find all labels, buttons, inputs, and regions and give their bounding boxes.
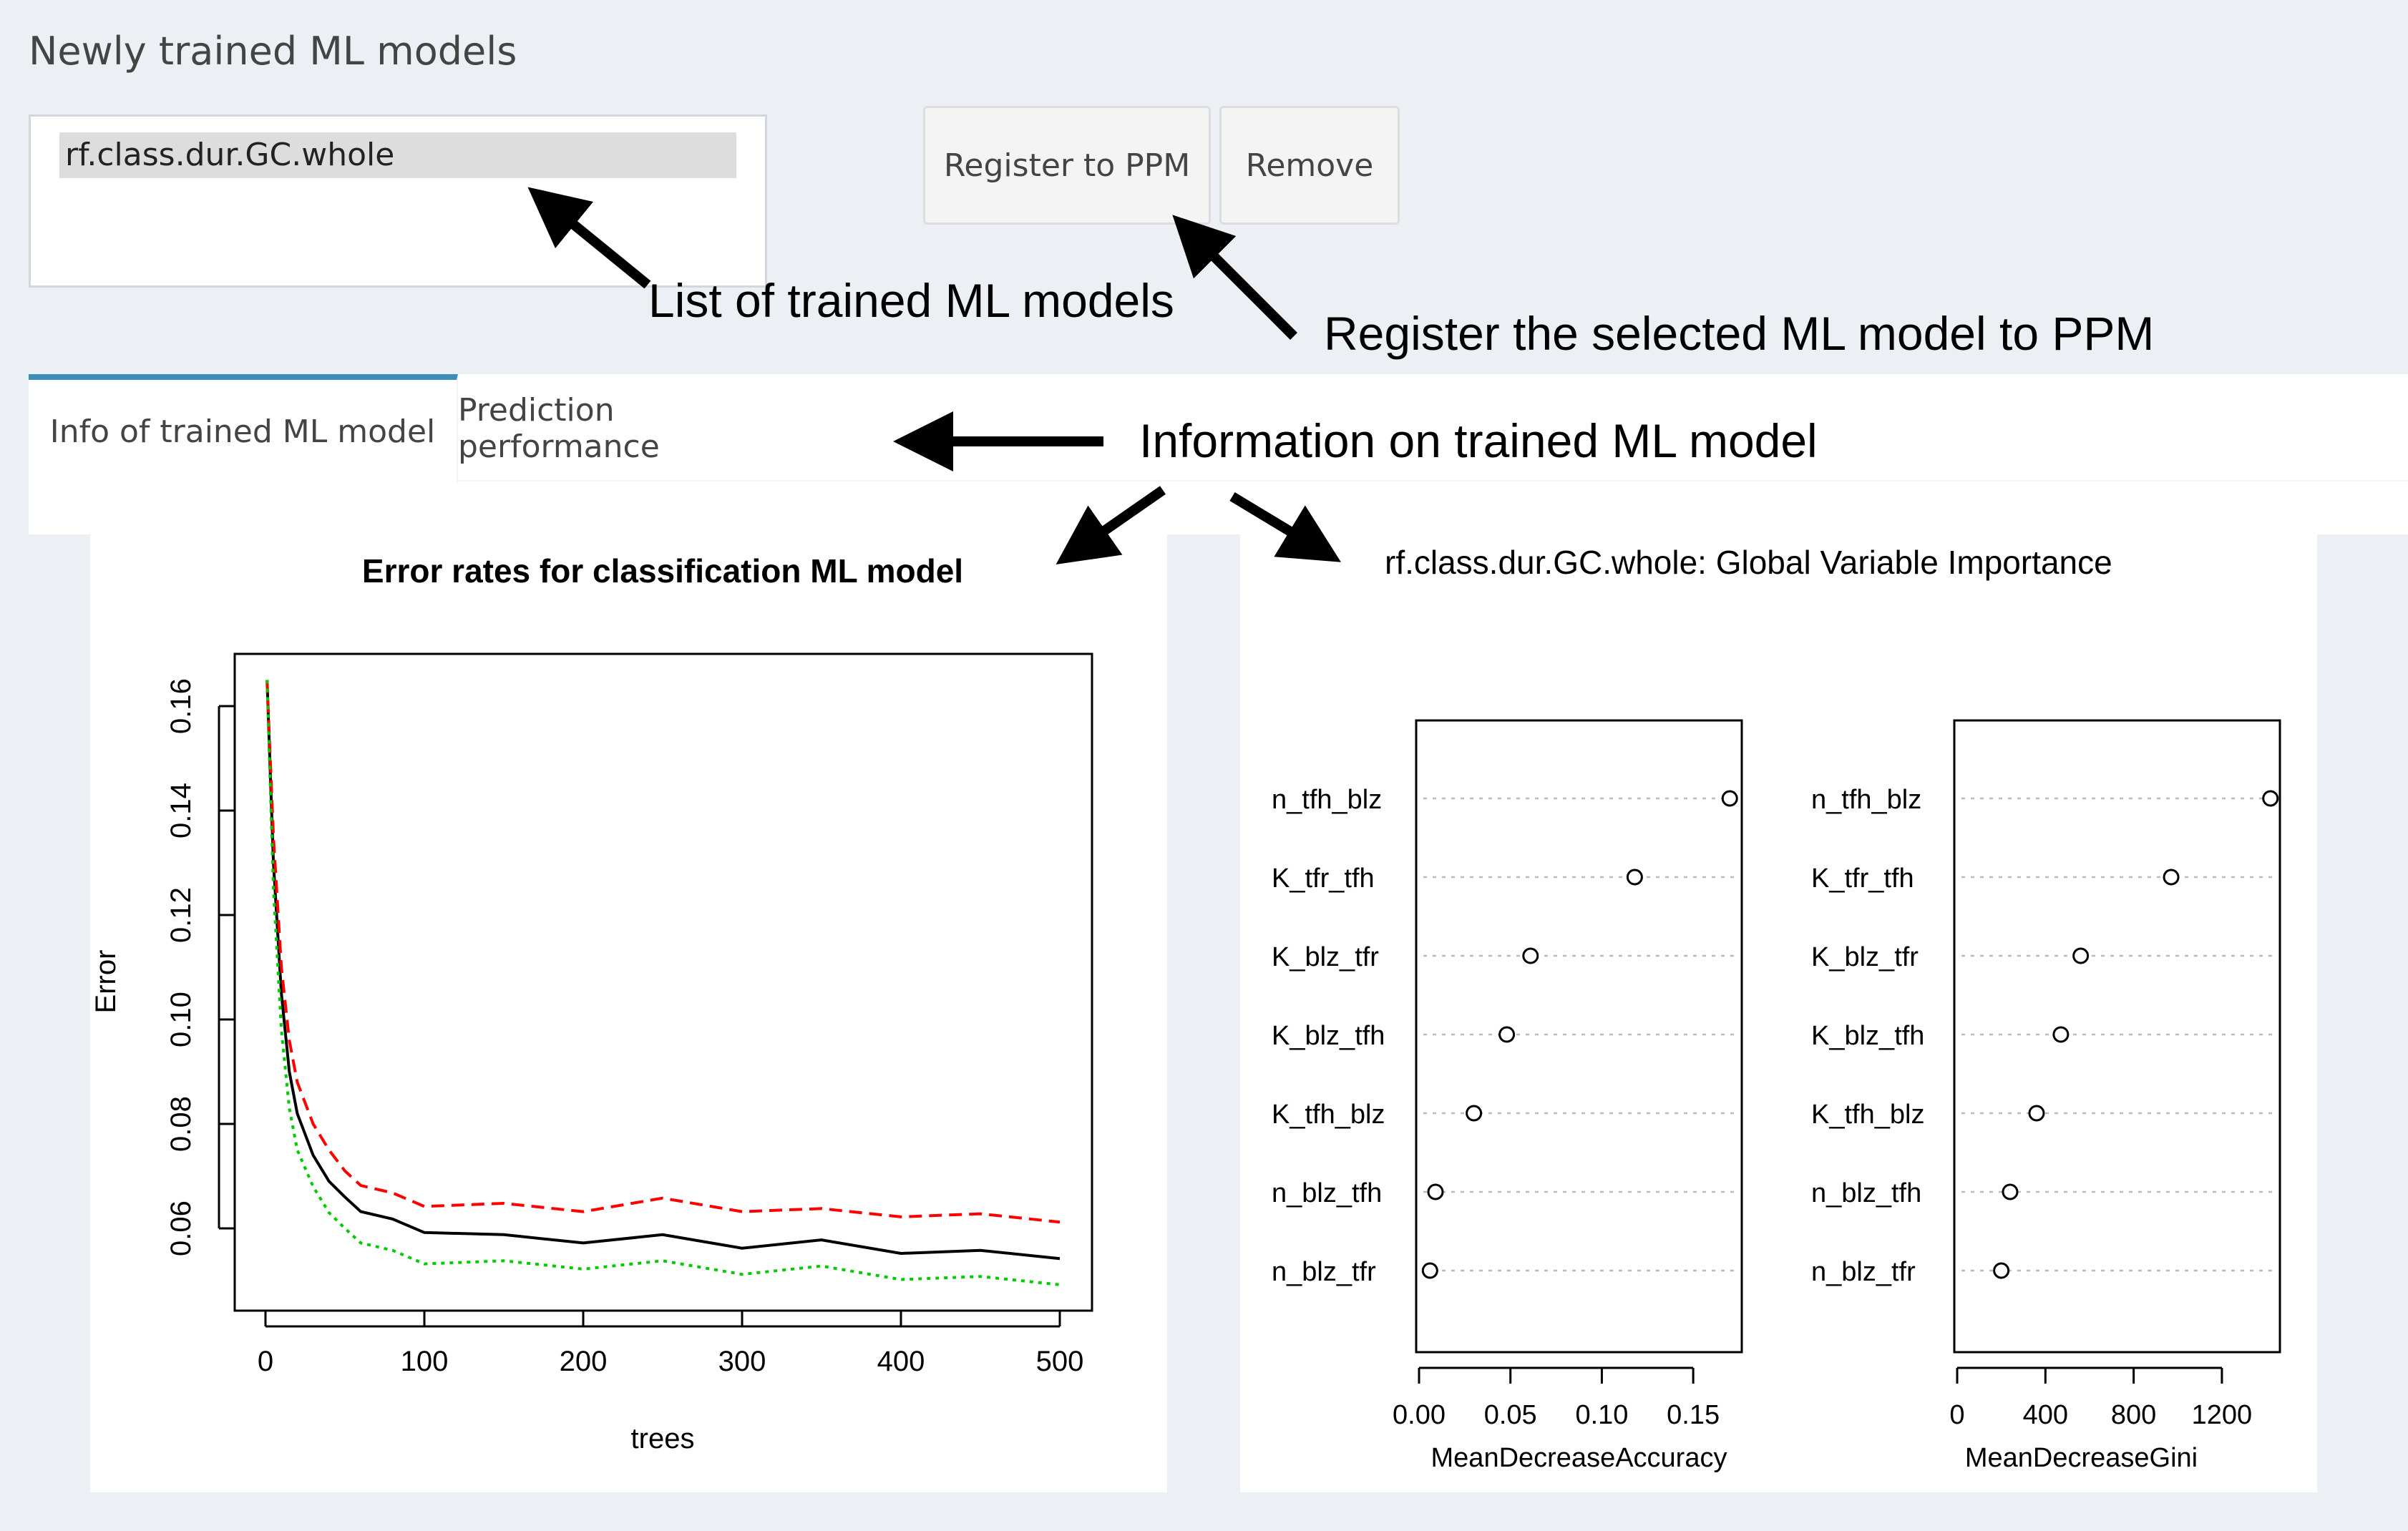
variable-importance-chart: rf.class.dur.GC.whole: Global Variable I… xyxy=(1272,544,2281,1473)
annotation-info-model: Information on trained ML model xyxy=(1139,414,1818,467)
variable-label: K_blz_tfr xyxy=(1811,942,1919,972)
annotation-list-models: List of trained ML models xyxy=(648,274,1174,327)
importance-point xyxy=(1721,790,1738,807)
variable-label: K_tfr_tfh xyxy=(1811,864,1914,894)
tab-prediction-performance[interactable]: Prediction performance xyxy=(458,392,660,465)
plot-frame xyxy=(233,652,1093,1312)
arrow-to-importance-chart xyxy=(1229,492,1341,562)
variable-label: n_tfh_blz xyxy=(1272,785,1382,815)
section-title: Newly trained ML models xyxy=(29,29,517,74)
importance-point xyxy=(1427,1183,1444,1200)
y-tick-label: 0.06 xyxy=(165,1200,197,1256)
x-axis-label: MeanDecreaseGini xyxy=(1965,1443,2198,1473)
variable-label: K_blz_tfr xyxy=(1272,942,1379,972)
variable-label: K_tfh_blz xyxy=(1272,1100,1385,1130)
variable-label: n_blz_tfh xyxy=(1272,1178,1382,1208)
series-line-solid xyxy=(265,680,1061,1261)
y-tick-label: 0.10 xyxy=(165,992,197,1047)
importance-point xyxy=(2163,869,2180,886)
variable-importance-panel: rf.class.dur.GC.whole: Global Variable I… xyxy=(1240,531,2317,1492)
x-tick-label: 0.05 xyxy=(1484,1400,1537,1430)
chart-title: Error rates for classification ML model xyxy=(362,552,963,590)
tab-bar: Info of trained ML model Prediction perf… xyxy=(29,374,2408,534)
x-tick-label: 0 xyxy=(258,1346,273,1377)
importance-point xyxy=(1466,1105,1483,1122)
importance-point xyxy=(2072,947,2090,964)
y-axis-label: Error xyxy=(90,950,122,1014)
y-tick-label: 0.16 xyxy=(165,678,197,734)
y-tick-label: 0.12 xyxy=(165,887,197,943)
x-tick-label: 100 xyxy=(401,1346,449,1377)
remove-button[interactable]: Remove xyxy=(1219,106,1400,225)
x-axis-label: MeanDecreaseAccuracy xyxy=(1431,1443,1727,1473)
y-tick-label: 0.08 xyxy=(165,1096,197,1152)
variable-label: K_blz_tfh xyxy=(1272,1021,1385,1051)
importance-point xyxy=(2262,790,2279,807)
arrow-to-model-list xyxy=(527,187,651,289)
importance-point xyxy=(2028,1105,2045,1122)
x-tick-label: 800 xyxy=(2111,1400,2156,1430)
model-list[interactable]: rf.class.dur.GC.whole xyxy=(29,114,767,288)
x-tick-label: 0.00 xyxy=(1393,1400,1446,1430)
x-tick-label: 200 xyxy=(560,1346,608,1377)
error-rate-chart: Error rates for classification ML model 0… xyxy=(90,552,1093,1454)
x-tick-label: 1200 xyxy=(2192,1400,2253,1430)
importance-point xyxy=(1522,947,1539,964)
variable-label: K_tfr_tfh xyxy=(1272,864,1375,894)
dotchart-frame xyxy=(1415,719,1743,1354)
variable-label: n_tfh_blz xyxy=(1811,785,1921,815)
arrow-to-register-button xyxy=(1172,215,1297,340)
tab-info-of-trained-model[interactable]: Info of trained ML model xyxy=(29,374,458,483)
x-tick-label: 300 xyxy=(718,1346,766,1377)
importance-point xyxy=(2002,1183,2019,1200)
importance-point xyxy=(1993,1262,2010,1279)
series-line-dotted xyxy=(265,680,1061,1286)
dotchart-frame xyxy=(1953,719,2281,1354)
x-tick-label: 400 xyxy=(877,1346,925,1377)
register-to-ppm-button[interactable]: Register to PPM xyxy=(923,106,1211,225)
importance-point xyxy=(1421,1262,1438,1279)
model-list-item[interactable]: rf.class.dur.GC.whole xyxy=(59,132,736,178)
importance-point xyxy=(2052,1026,2070,1043)
y-tick-label: 0.14 xyxy=(165,783,197,838)
arrow-to-error-chart xyxy=(1056,486,1166,564)
x-tick-label: 0.10 xyxy=(1575,1400,1628,1430)
variable-label: n_blz_tfr xyxy=(1811,1257,1916,1287)
variable-label: K_tfh_blz xyxy=(1811,1100,1924,1130)
x-axis-label: trees xyxy=(631,1423,695,1454)
tab-strip xyxy=(29,374,2408,481)
variable-label: n_blz_tfh xyxy=(1811,1178,1921,1208)
x-tick-label: 0 xyxy=(1949,1400,1964,1430)
variable-label: K_blz_tfh xyxy=(1811,1021,1924,1051)
importance-point xyxy=(1626,869,1643,886)
x-tick-label: 400 xyxy=(2023,1400,2068,1430)
importance-point xyxy=(1498,1026,1516,1043)
x-tick-label: 0.15 xyxy=(1667,1400,1720,1430)
variable-label: n_blz_tfr xyxy=(1272,1257,1376,1287)
error-rate-panel: Error rates for classification ML model 0… xyxy=(90,531,1167,1492)
annotation-register-model: Register the selected ML model to PPM xyxy=(1324,307,2155,360)
x-tick-label: 500 xyxy=(1036,1346,1084,1377)
chart-title: rf.class.dur.GC.whole: Global Variable I… xyxy=(1385,544,2112,581)
series-line-dashed xyxy=(265,680,1061,1224)
